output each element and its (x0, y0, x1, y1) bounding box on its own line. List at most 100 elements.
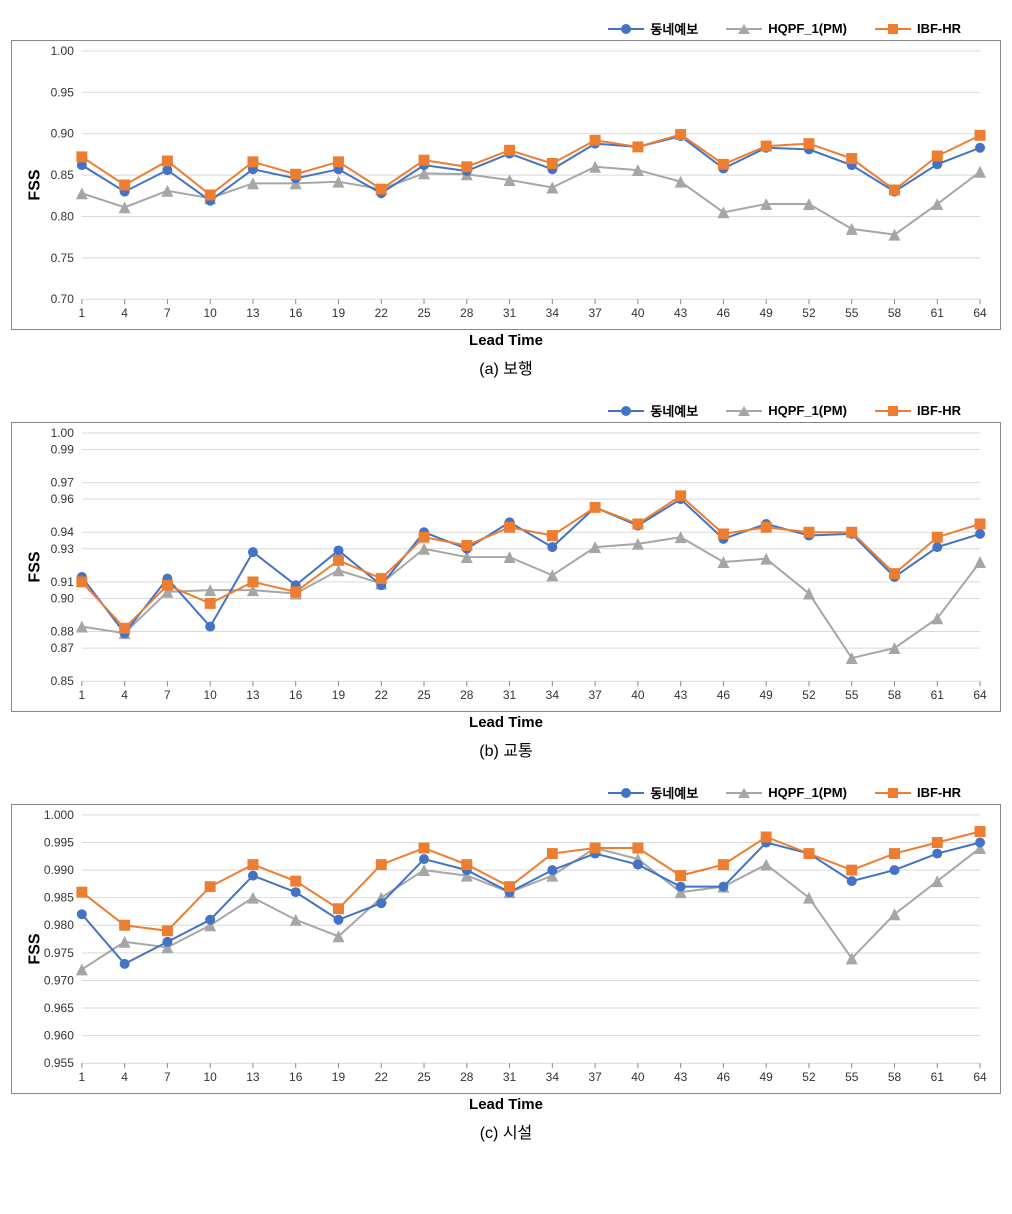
svg-text:28: 28 (460, 688, 474, 702)
svg-text:25: 25 (417, 688, 431, 702)
chart-box: FSS 0.850.870.880.900.910.930.940.960.97… (11, 422, 1001, 712)
svg-text:43: 43 (674, 688, 688, 702)
svg-text:4: 4 (121, 306, 128, 320)
svg-text:0.990: 0.990 (44, 863, 74, 877)
legend-label: 동네예보 (650, 401, 698, 420)
svg-text:37: 37 (588, 306, 602, 320)
y-axis-label: FSS (27, 933, 45, 964)
svg-text:0.94: 0.94 (51, 525, 75, 539)
svg-text:58: 58 (888, 1070, 902, 1084)
svg-text:58: 58 (888, 306, 902, 320)
svg-text:49: 49 (760, 306, 774, 320)
legend-label: HQPF_1(PM) (768, 403, 847, 418)
svg-text:1: 1 (79, 306, 86, 320)
svg-text:61: 61 (931, 306, 945, 320)
svg-text:64: 64 (973, 306, 987, 320)
svg-text:13: 13 (246, 688, 260, 702)
svg-text:40: 40 (631, 306, 645, 320)
svg-text:25: 25 (417, 1070, 431, 1084)
svg-text:55: 55 (845, 306, 859, 320)
svg-text:13: 13 (246, 1070, 260, 1084)
legend: 동네예보 HQPF_1(PM) IBF-HR (11, 397, 1001, 422)
svg-text:46: 46 (717, 688, 731, 702)
y-axis-label: FSS (27, 551, 45, 582)
y-axis-label: FSS (27, 169, 45, 200)
x-axis-label: Lead Time (11, 1094, 1001, 1113)
svg-text:1.00: 1.00 (51, 44, 75, 58)
svg-text:64: 64 (973, 688, 987, 702)
chart-panel-b: 동네예보 HQPF_1(PM) IBF-HR FSS 0.850.870.880… (11, 397, 1001, 771)
svg-text:0.80: 0.80 (51, 209, 75, 223)
svg-text:0.96: 0.96 (51, 492, 75, 506)
svg-text:55: 55 (845, 688, 859, 702)
legend-label: HQPF_1(PM) (768, 785, 847, 800)
svg-text:55: 55 (845, 1070, 859, 1084)
svg-text:0.970: 0.970 (44, 973, 74, 987)
svg-text:22: 22 (375, 1070, 389, 1084)
legend: 동네예보 HQPF_1(PM) IBF-HR (11, 779, 1001, 804)
legend-item-hqpf: HQPF_1(PM) (726, 19, 847, 38)
svg-text:0.85: 0.85 (51, 168, 75, 182)
svg-text:16: 16 (289, 1070, 303, 1084)
chart-box: FSS 0.9550.9600.9650.9700.9750.9800.9850… (11, 804, 1001, 1094)
svg-text:0.90: 0.90 (51, 591, 75, 605)
svg-text:1.00: 1.00 (51, 426, 75, 440)
legend-label: IBF-HR (917, 403, 961, 418)
svg-text:1: 1 (79, 1070, 86, 1084)
legend-item-hqpf: HQPF_1(PM) (726, 401, 847, 420)
svg-text:1.000: 1.000 (44, 808, 74, 822)
svg-text:52: 52 (802, 1070, 816, 1084)
svg-text:16: 16 (289, 688, 303, 702)
svg-text:52: 52 (802, 306, 816, 320)
panel-caption: (a) 보행 (11, 349, 1001, 389)
legend-item-dongne: 동네예보 (608, 401, 698, 420)
legend-item-ibfhr: IBF-HR (875, 783, 961, 802)
svg-text:58: 58 (888, 688, 902, 702)
legend-item-ibfhr: IBF-HR (875, 401, 961, 420)
svg-text:0.960: 0.960 (44, 1029, 74, 1043)
svg-text:19: 19 (332, 688, 346, 702)
svg-text:61: 61 (931, 1070, 945, 1084)
svg-text:0.975: 0.975 (44, 946, 74, 960)
chart-panel-c: 동네예보 HQPF_1(PM) IBF-HR FSS 0.955 0.960 0.9… (11, 779, 1001, 1153)
legend-label: 동네예보 (650, 783, 698, 802)
svg-text:0.965: 0.965 (44, 1001, 74, 1015)
svg-text:43: 43 (674, 1070, 688, 1084)
svg-text:19: 19 (332, 1070, 346, 1084)
x-axis-label: Lead Time (11, 712, 1001, 731)
svg-text:4: 4 (121, 688, 128, 702)
svg-text:49: 49 (760, 1070, 774, 1084)
svg-text:64: 64 (973, 1070, 987, 1084)
svg-text:28: 28 (460, 1070, 474, 1084)
legend: 동네예보 HQPF_1(PM) IBF-HR (11, 15, 1001, 40)
svg-text:0.90: 0.90 (51, 127, 75, 141)
svg-text:0.99: 0.99 (51, 442, 75, 456)
svg-text:34: 34 (546, 306, 560, 320)
svg-text:0.88: 0.88 (51, 625, 75, 639)
svg-text:16: 16 (289, 306, 303, 320)
svg-text:0.995: 0.995 (44, 836, 74, 850)
svg-text:10: 10 (204, 1070, 218, 1084)
svg-text:10: 10 (204, 306, 218, 320)
svg-text:22: 22 (375, 306, 389, 320)
svg-text:46: 46 (717, 1070, 731, 1084)
legend-label: 동네예보 (650, 19, 698, 38)
svg-text:25: 25 (417, 306, 431, 320)
chart-panel-a: 동네예보 HQPF_1(PM) IBF-HR FSS 0.70 0.75 0.80 0… (11, 15, 1001, 389)
legend-item-hqpf: HQPF_1(PM) (726, 783, 847, 802)
svg-text:34: 34 (546, 688, 560, 702)
svg-text:0.955: 0.955 (44, 1056, 74, 1070)
svg-text:40: 40 (631, 688, 645, 702)
svg-text:52: 52 (802, 688, 816, 702)
svg-text:19: 19 (332, 306, 346, 320)
panel-caption: (c) 시설 (11, 1113, 1001, 1153)
svg-text:0.70: 0.70 (51, 292, 75, 306)
svg-text:31: 31 (503, 688, 517, 702)
svg-text:61: 61 (931, 688, 945, 702)
panel-caption: (b) 교통 (11, 731, 1001, 771)
legend-item-ibfhr: IBF-HR (875, 19, 961, 38)
svg-text:0.75: 0.75 (51, 251, 75, 265)
legend-item-dongne: 동네예보 (608, 19, 698, 38)
legend-label: IBF-HR (917, 785, 961, 800)
svg-text:13: 13 (246, 306, 260, 320)
